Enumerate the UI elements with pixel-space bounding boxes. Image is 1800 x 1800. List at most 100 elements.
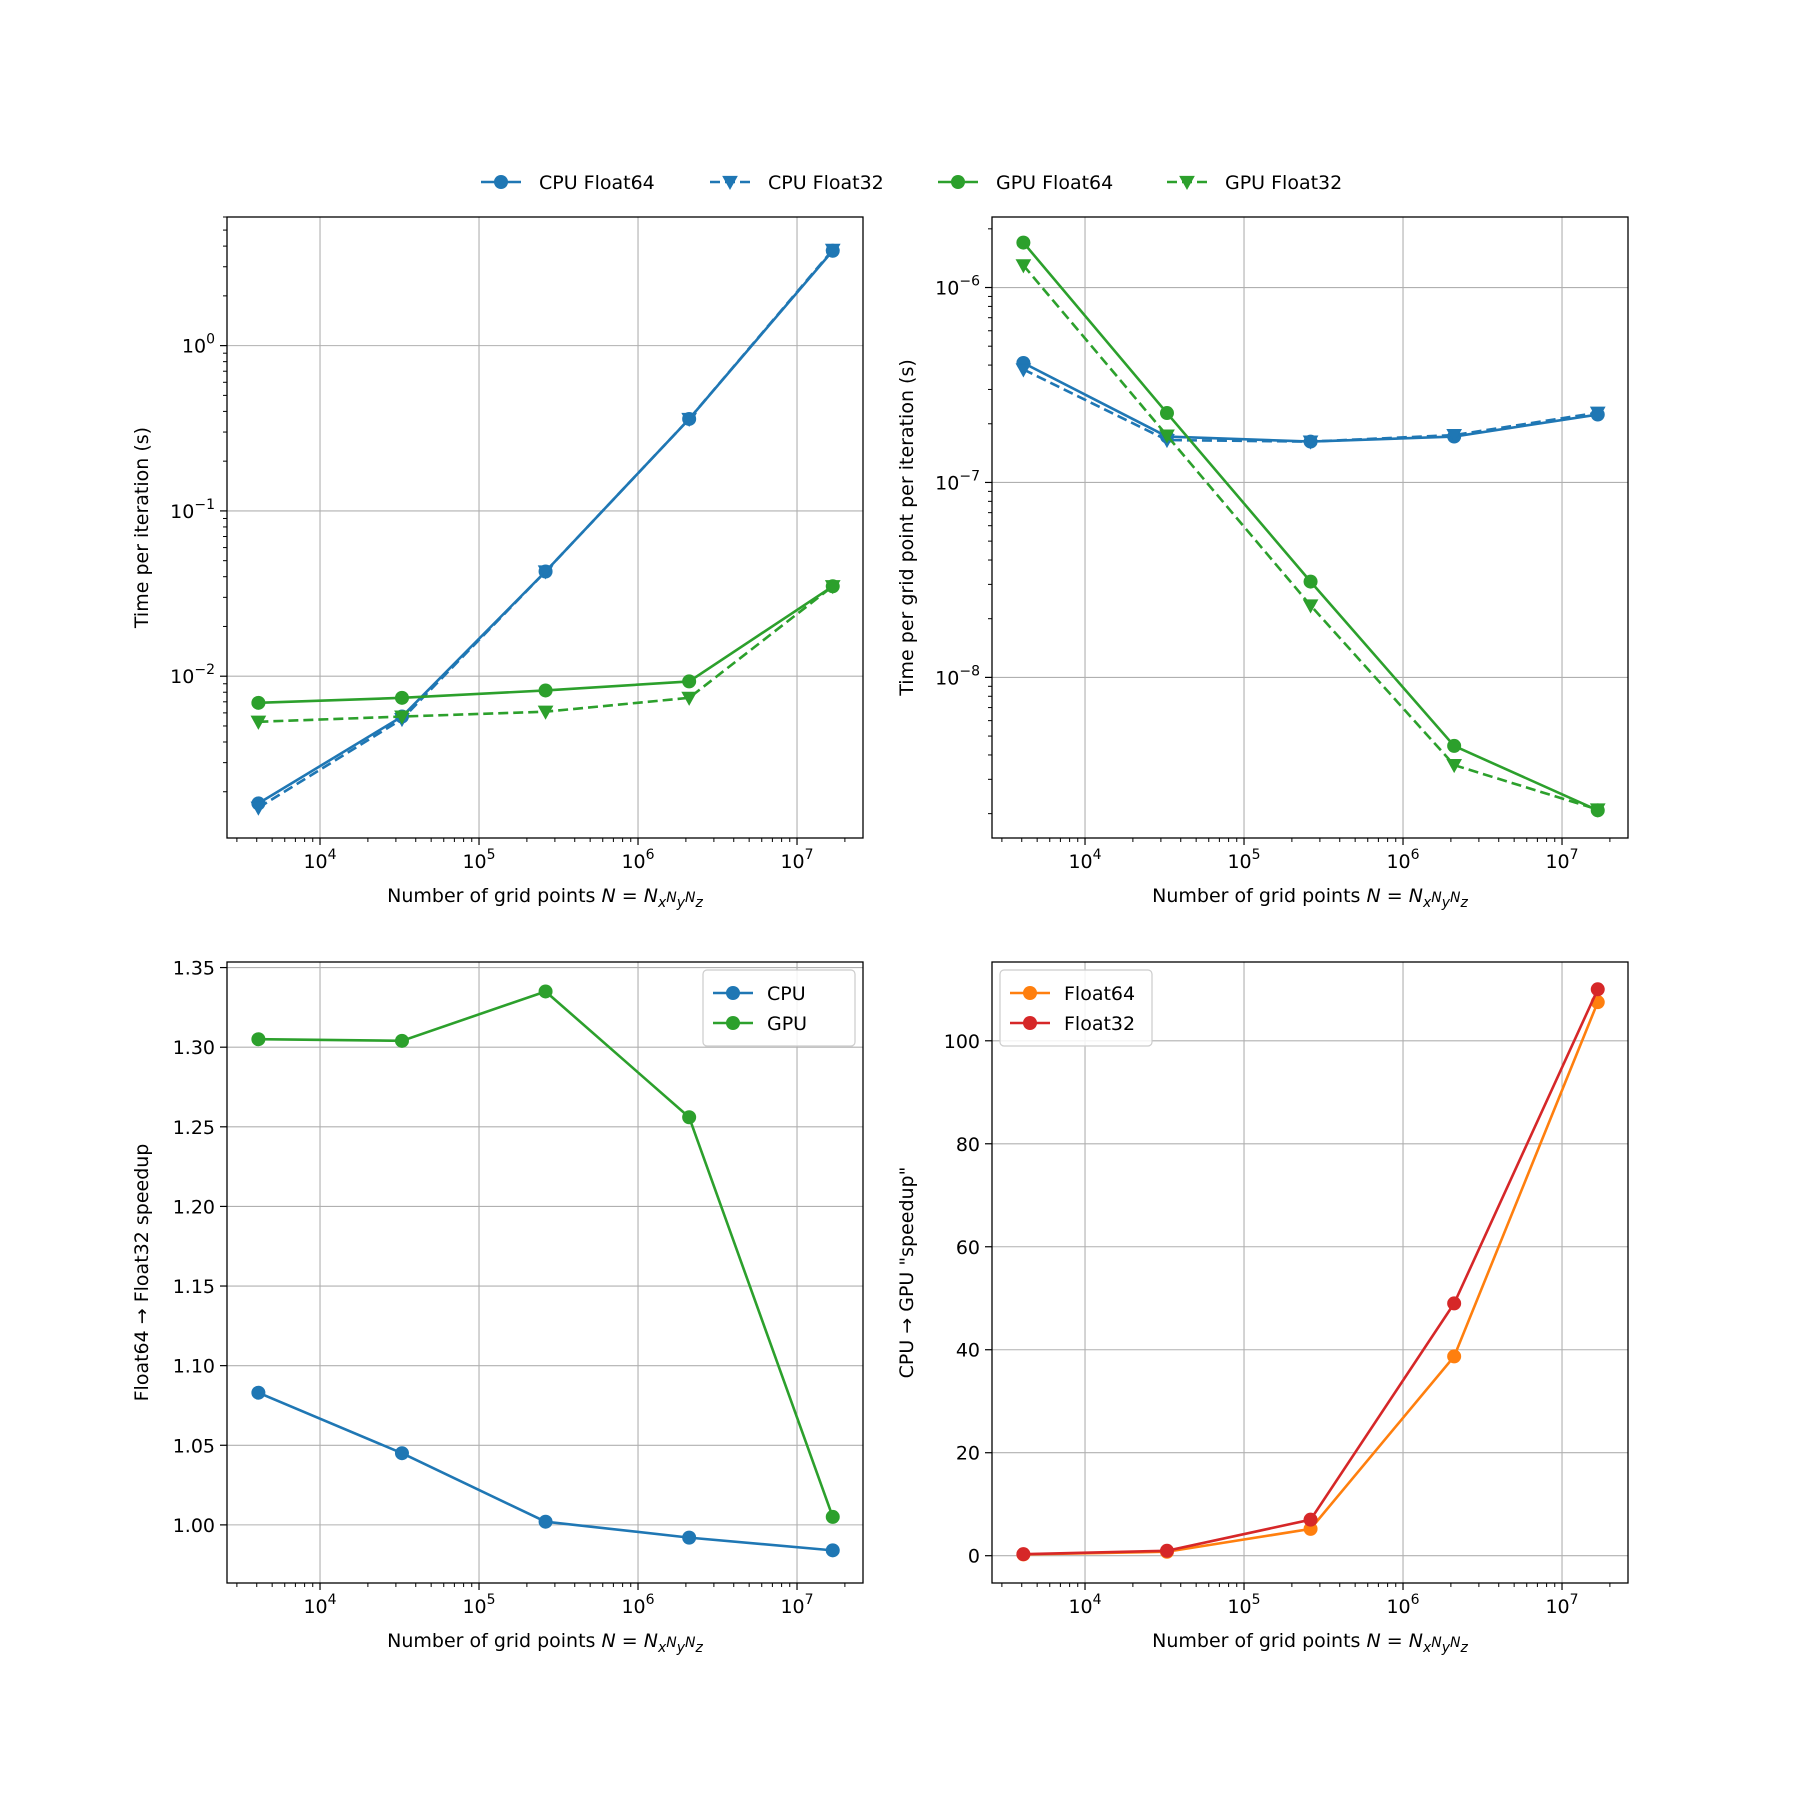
y-axis-label: Time per iteration (s) [131, 427, 153, 629]
series-line-cpu-float32 [257, 248, 834, 809]
x-axis-label: Number of grid points N = NxNyNz [387, 885, 703, 911]
x-tick-exponent: 5 [1252, 847, 1261, 863]
x-axis-label-part: y [676, 895, 686, 911]
data-point-cpu [394, 1446, 409, 1461]
data-point-cpu-float32 [681, 412, 698, 427]
data-point-cpu [825, 1543, 840, 1558]
legend-marker-gpu [726, 1016, 740, 1030]
x-tick-base: 10 [303, 1596, 327, 1618]
y-tick-label: 10−2 [170, 662, 215, 688]
x-axis-label-part: x [1422, 895, 1432, 911]
x-tick-label: 105 [462, 1592, 495, 1618]
y-tick-label: 1.20 [173, 1196, 215, 1218]
x-tick-exponent: 7 [1570, 847, 1579, 863]
x-tick-exponent: 7 [805, 1592, 814, 1608]
y-tick-label: 1.05 [173, 1435, 215, 1457]
data-point-gpu [825, 1509, 840, 1524]
x-axis-label-part: x [657, 1640, 667, 1656]
series-line-gpu-float64 [1022, 241, 1599, 812]
x-tick-label: 106 [1386, 1592, 1419, 1618]
y-tick-base: 10 [935, 278, 959, 300]
x-axis-label-part: N [685, 1635, 696, 1651]
y-tick-label: 60 [956, 1237, 980, 1259]
grid [992, 217, 1628, 838]
y-tick-label: 40 [956, 1340, 980, 1362]
x-tick-base: 10 [1545, 1596, 1569, 1618]
x-axis-label-part: x [657, 895, 667, 911]
data-point-gpu [251, 1032, 266, 1047]
grid [992, 962, 1628, 1583]
x-tick-exponent: 5 [487, 1592, 496, 1608]
x-axis-label-part: Number of grid points [387, 885, 601, 907]
x-axis-label-part: Number of grid points [1152, 885, 1366, 907]
figure-legend-label-cpu-float32: CPU Float32 [768, 172, 884, 194]
ticks [985, 1040, 1611, 1590]
x-axis-label-part: N [1409, 885, 1423, 907]
y-tick-label: 1.25 [173, 1117, 215, 1139]
series-line-float64 [1023, 1001, 1599, 1556]
x-tick-label: 105 [1227, 847, 1260, 873]
ticks [985, 228, 1611, 845]
axes-frame [991, 961, 1629, 1584]
x-axis-label-part: N [666, 1635, 677, 1651]
x-axis-label-part: y [676, 1640, 686, 1656]
x-tick-label: 107 [780, 1592, 813, 1618]
x-tick-label: 104 [303, 1592, 336, 1618]
y-tick-label: 1.00 [173, 1515, 215, 1537]
x-tick-base: 10 [621, 851, 645, 873]
x-axis-label-part: N [1431, 1635, 1442, 1651]
data-point-cpu-float32 [1589, 406, 1606, 421]
y-axis-label: Float64 → Float32 speedup [131, 1144, 153, 1402]
y-tick-base: 10 [170, 501, 194, 523]
y-tick-label: 0 [968, 1546, 980, 1568]
x-tick-label: 107 [1545, 847, 1578, 873]
x-tick-base: 10 [780, 1596, 804, 1618]
x-axis-label-part: N [1367, 1630, 1381, 1652]
x-tick-base: 10 [462, 1596, 486, 1618]
data-point-gpu-float32 [1589, 803, 1606, 818]
x-axis-label-part: z [695, 895, 704, 911]
x-tick-exponent: 6 [646, 1592, 655, 1608]
x-axis-label-part: N [644, 1630, 658, 1652]
x-axis-label-part: z [695, 1640, 704, 1656]
data-point-gpu-float64 [538, 683, 553, 698]
figure-legend-label-cpu-float64: CPU Float64 [539, 172, 655, 194]
x-axis-label-part: N [1450, 890, 1461, 906]
data-point-gpu-float32 [250, 715, 267, 730]
y-tick-label: 10−8 [935, 663, 980, 689]
x-axis-label-part: N [1431, 890, 1442, 906]
x-axis-label-part: x [1422, 1640, 1432, 1656]
x-tick-label: 104 [1068, 1592, 1101, 1618]
x-axis-label-part: N [602, 1630, 616, 1652]
data-point-float32 [1159, 1543, 1174, 1558]
data-point-gpu-float64 [1303, 574, 1318, 589]
grid [227, 217, 863, 838]
y-tick-exponent: −1 [194, 497, 215, 513]
data-point-gpu-float64 [394, 690, 409, 705]
data-point-gpu-float32 [1015, 259, 1032, 274]
data-point-gpu [682, 1110, 697, 1125]
axes-frame [226, 216, 864, 839]
data-point-gpu-float32 [681, 691, 698, 706]
series-line-float32 [1023, 988, 1599, 1556]
data-point-gpu-float32 [1302, 599, 1319, 614]
data-point-cpu-float32 [1302, 435, 1319, 450]
series-line-gpu-float32 [258, 585, 834, 724]
data-point-float32 [1303, 1512, 1318, 1527]
series-line-cpu-float32 [1022, 368, 1598, 443]
x-tick-exponent: 5 [1252, 1592, 1261, 1608]
data-point-gpu-float64 [1159, 406, 1174, 421]
data-point-gpu-float64 [251, 695, 266, 710]
y-tick-label: 20 [956, 1443, 980, 1465]
data-point-float64 [1447, 1349, 1462, 1364]
figure-legend: CPU Float64 CPU Float32 GPU Float64 GPU Flo… [481, 172, 1342, 194]
figure-legend-marker-cpu-float32 [722, 175, 738, 191]
x-axis-label-part: y [1441, 895, 1451, 911]
y-tick-exponent: 0 [206, 332, 215, 348]
series-group [1015, 235, 1606, 818]
x-axis-label-part: N [1450, 1635, 1461, 1651]
x-tick-base: 10 [1386, 1596, 1410, 1618]
panel-legend: Float64 Float32 [999, 969, 1153, 1047]
